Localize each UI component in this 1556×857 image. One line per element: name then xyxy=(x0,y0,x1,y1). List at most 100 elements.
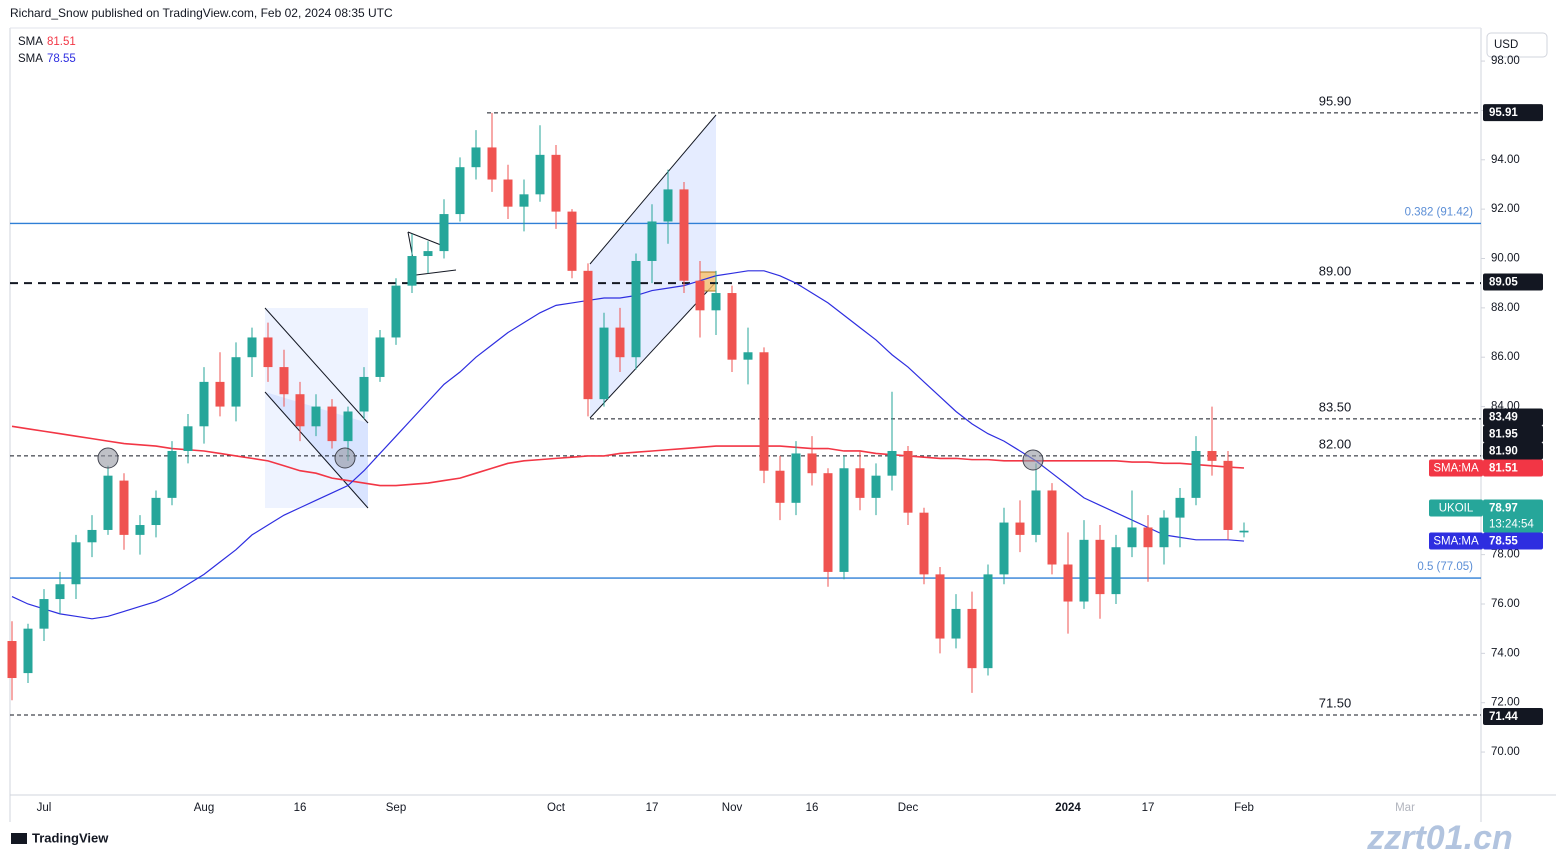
candle-body xyxy=(583,270,593,400)
x-tick-label: Oct xyxy=(547,802,566,814)
candle-body xyxy=(23,628,33,674)
y-tick-label: 72.00 xyxy=(1491,697,1520,709)
candle-body xyxy=(1111,547,1121,595)
brand: TradingView xyxy=(11,830,109,845)
x-tick-label: Jul xyxy=(37,802,52,814)
channel-line xyxy=(264,307,369,424)
x-tick-label: Aug xyxy=(194,802,214,814)
candle-body xyxy=(1127,527,1137,548)
badge-value: 81.95 xyxy=(1489,429,1518,441)
y-tick-label: 98.00 xyxy=(1491,55,1520,67)
candle-body xyxy=(375,337,385,377)
candle-body xyxy=(119,480,129,535)
badge-box xyxy=(1483,499,1543,533)
candle-body xyxy=(423,251,433,257)
candle-body xyxy=(391,285,401,338)
candle-body xyxy=(487,147,497,180)
y-tick-label: 78.00 xyxy=(1491,549,1520,561)
y-tick-label: 90.00 xyxy=(1491,253,1520,265)
candle-body xyxy=(295,394,305,427)
badge-value: 78.55 xyxy=(1489,536,1518,548)
badge-box xyxy=(1483,708,1543,726)
candle-body xyxy=(839,468,849,572)
candle-body xyxy=(135,525,145,535)
x-tick-label: 17 xyxy=(646,802,659,814)
candle-body xyxy=(1223,460,1233,530)
candle-body xyxy=(1063,564,1073,602)
currency-button[interactable] xyxy=(1486,32,1548,58)
fib-label: 0.5 (77.05) xyxy=(1417,561,1473,573)
candle-body xyxy=(871,475,881,498)
badge-box xyxy=(1483,459,1543,477)
candle-body xyxy=(759,352,769,471)
badge-tag xyxy=(1429,532,1483,550)
price-badge: 71.44 xyxy=(1483,708,1543,726)
price-badge: UKOIL 78.97 13:24:54 xyxy=(1429,499,1543,533)
candle-body xyxy=(1191,450,1201,498)
candle-body xyxy=(935,574,945,639)
level-label: 82.00 xyxy=(1319,436,1352,451)
brand-name: TradingView xyxy=(32,830,109,845)
candle-body xyxy=(535,154,545,195)
candle-body xyxy=(1015,522,1025,535)
price-badge: 81.90 xyxy=(1483,442,1543,460)
candle-body xyxy=(967,608,977,669)
candle-body xyxy=(855,468,865,498)
candle-body xyxy=(615,327,625,358)
candle-body xyxy=(1095,539,1105,595)
badge-tag xyxy=(1429,499,1483,517)
candle-body xyxy=(1207,450,1217,461)
candle-body xyxy=(711,293,721,311)
x-tick-label: 2024 xyxy=(1055,802,1081,814)
fib-label: 0.382 (91.42) xyxy=(1405,206,1474,218)
candle-body xyxy=(407,256,417,286)
legend-value: 81.51 xyxy=(47,36,76,48)
candle-body xyxy=(503,179,513,207)
price-badge: SMA:MA 78.55 xyxy=(1429,532,1543,550)
badge-value: 83.49 xyxy=(1489,412,1518,424)
legend-value: 78.55 xyxy=(47,53,76,65)
candle-body xyxy=(471,147,481,168)
candle-body xyxy=(695,280,705,311)
candle-body xyxy=(1239,530,1249,533)
candle-body xyxy=(727,293,737,360)
level-label: 71.50 xyxy=(1319,695,1352,710)
x-tick-label: Dec xyxy=(898,802,919,814)
pennant-line xyxy=(415,269,457,276)
candle-body xyxy=(263,337,273,368)
badge-box xyxy=(1483,442,1543,460)
watermark: zzrt01.cn xyxy=(1366,819,1513,857)
x-tick-label: Nov xyxy=(722,802,743,814)
touch-circle xyxy=(97,447,119,469)
badge-tag-text: SMA:MA xyxy=(1433,463,1479,475)
candle-body xyxy=(1031,490,1041,535)
x-tick-label: 16 xyxy=(294,802,307,814)
price-badge: SMA:MA 81.51 xyxy=(1429,459,1543,477)
candle-body xyxy=(663,189,673,222)
price-badge: 89.05 xyxy=(1483,273,1543,291)
brand-logo xyxy=(11,833,27,844)
touch-circle xyxy=(1022,449,1044,471)
candle-body xyxy=(215,381,225,407)
candle-body xyxy=(631,260,641,358)
x-tick-label: Feb xyxy=(1234,802,1254,814)
price-badge: 95.91 xyxy=(1483,104,1543,122)
candle-body xyxy=(87,529,97,543)
candle-body xyxy=(167,450,177,498)
candle-body xyxy=(247,337,257,358)
candle-body xyxy=(807,453,817,474)
candle-body xyxy=(903,450,913,513)
candle-body xyxy=(103,475,113,530)
badge-tag xyxy=(1429,459,1483,477)
x-tick-label: Mar xyxy=(1395,802,1415,814)
badge-countdown: 13:24:54 xyxy=(1489,519,1534,531)
channel-line xyxy=(589,114,717,265)
badge-value: 78.97 xyxy=(1489,503,1518,515)
y-tick-label: 76.00 xyxy=(1491,598,1520,610)
badge-box xyxy=(1483,104,1543,122)
candle-body xyxy=(1079,539,1089,602)
y-tick-label: 94.00 xyxy=(1491,154,1520,166)
